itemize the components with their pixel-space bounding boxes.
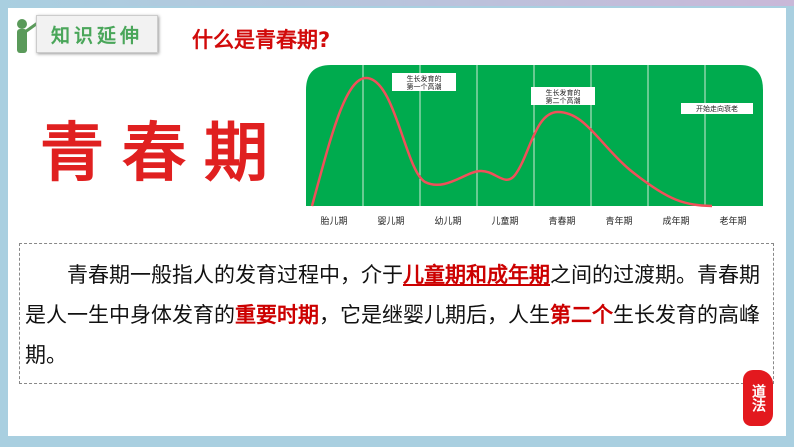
annotation-text: 第一个高潮 [407, 82, 442, 91]
x-tick-label: 胎儿期 [320, 215, 347, 227]
annotation-box [392, 73, 456, 91]
highlight: 儿童期和成年期 [403, 263, 550, 287]
top-bar [0, 0, 794, 6]
teacher-pointing-icon [17, 19, 40, 53]
text-box [19, 243, 774, 384]
seal-logo: 道法 [743, 370, 773, 426]
growth-curve [310, 76, 713, 208]
annotation-box [681, 103, 753, 114]
page-title: 什么是青春期? [192, 28, 331, 52]
annotation-text: 第二个高潮 [546, 96, 581, 105]
highlight: 重要时期 [235, 303, 319, 327]
x-tick-label: 成年期 [662, 215, 689, 227]
x-tick-label: 幼儿期 [434, 215, 461, 227]
growth-chart: 胎儿期 婴儿期 幼儿期 儿童期 青春期 青年期 成年期 老年期生长发育的第一个高潮生长发育的第… [306, 65, 763, 227]
annotation-text: 开始走向衰老 [696, 104, 738, 113]
x-tick-label: 老年期 [719, 215, 746, 227]
x-tick-label: 儿童期 [491, 215, 518, 227]
big-title: 青春期 [40, 116, 286, 191]
text: 青春期一般指人的发育过程中，介于 [67, 263, 403, 287]
highlight: 第二个 [550, 303, 613, 327]
text: 生长发育的高峰期。 [25, 303, 760, 367]
text: ，它是继婴儿期后，人生 [319, 303, 550, 327]
annotation-box [531, 87, 595, 105]
x-tick-label: 青年期 [605, 215, 632, 227]
x-tick-label: 青春期 [548, 215, 575, 227]
annotation-text: 生长发育的 [546, 88, 581, 97]
section-badge: 知识延伸 [36, 15, 158, 53]
annotation-text: 生长发育的 [407, 74, 442, 83]
text: 之间的过渡期。青春期是人一生中身体发育的 [25, 263, 760, 327]
paragraph: 青春期一般指人的发育过程中，介于儿童期和成年期之间的过渡期。青春期是人一生中身体… [25, 255, 765, 375]
x-tick-label: 婴儿期 [377, 216, 404, 227]
